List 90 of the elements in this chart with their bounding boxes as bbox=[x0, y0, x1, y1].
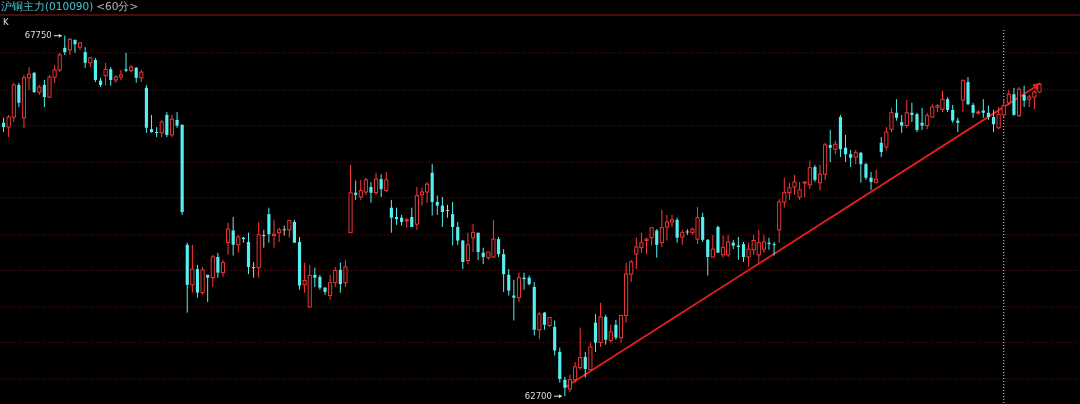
candlestick bbox=[869, 171, 873, 191]
candlestick bbox=[604, 314, 608, 346]
candlestick bbox=[73, 38, 77, 54]
candlestick bbox=[216, 252, 220, 279]
candlestick bbox=[828, 129, 832, 163]
candlestick bbox=[772, 241, 776, 257]
candlestick bbox=[206, 274, 210, 303]
candlestick bbox=[165, 111, 169, 138]
candlestick bbox=[451, 201, 455, 247]
candlestick bbox=[461, 239, 465, 270]
candlestick bbox=[267, 207, 271, 244]
candlestick bbox=[502, 248, 506, 293]
candlestick bbox=[231, 216, 235, 257]
candlestick bbox=[496, 236, 501, 258]
chart-title: 沪铜主力(010090) bbox=[1, 0, 94, 12]
candlestick bbox=[960, 78, 965, 113]
candlestick bbox=[389, 199, 393, 234]
candlestick bbox=[338, 262, 342, 294]
candlestick bbox=[655, 228, 659, 259]
candlestick bbox=[210, 254, 215, 288]
candlestick bbox=[169, 114, 174, 138]
candlestick bbox=[706, 238, 710, 277]
candlestick bbox=[384, 171, 389, 193]
candlestick bbox=[124, 52, 128, 73]
candlestick bbox=[966, 76, 970, 106]
candlestick bbox=[593, 313, 598, 353]
candlestick bbox=[282, 225, 287, 237]
candlestick bbox=[103, 62, 108, 87]
candlestick bbox=[109, 66, 113, 87]
candlestick bbox=[465, 232, 470, 265]
candlestick bbox=[313, 267, 317, 288]
candlestick bbox=[440, 196, 444, 228]
candlestick bbox=[991, 109, 996, 133]
candlestick bbox=[761, 234, 766, 254]
candlestick bbox=[701, 212, 705, 243]
annotation: 62700 bbox=[524, 391, 552, 402]
candlestick bbox=[516, 272, 521, 303]
candlestick bbox=[190, 244, 195, 294]
candlestick bbox=[675, 217, 679, 244]
candlestick bbox=[710, 234, 715, 259]
candlestick bbox=[1022, 85, 1026, 108]
candlestick bbox=[445, 204, 450, 219]
annotation: 67750 bbox=[24, 30, 52, 41]
candlestick bbox=[195, 264, 200, 299]
candlestick bbox=[614, 319, 618, 341]
candlestick bbox=[93, 57, 97, 83]
candlestick bbox=[343, 259, 348, 288]
candlestick bbox=[721, 235, 726, 259]
candlestick bbox=[507, 268, 511, 297]
candlestick bbox=[843, 134, 848, 163]
candlestick bbox=[884, 126, 889, 152]
candlestick bbox=[894, 98, 899, 122]
candlestick bbox=[374, 172, 379, 196]
candlestick bbox=[271, 219, 277, 249]
candlestick bbox=[553, 319, 557, 356]
candlestick bbox=[226, 222, 231, 256]
candlestick bbox=[470, 223, 476, 253]
candlestick bbox=[476, 232, 480, 261]
candlestick bbox=[859, 151, 863, 184]
candlestick bbox=[410, 207, 414, 228]
candlestick bbox=[261, 229, 266, 249]
candlestick bbox=[1012, 87, 1016, 117]
candlestick bbox=[588, 342, 593, 371]
candlestick bbox=[83, 46, 87, 69]
candlestick bbox=[583, 351, 587, 379]
annotation: K bbox=[3, 17, 9, 27]
candlestick bbox=[17, 82, 21, 108]
candlestick bbox=[741, 241, 746, 263]
candlestick bbox=[379, 173, 383, 198]
candlestick bbox=[328, 274, 333, 301]
candlestick bbox=[32, 71, 36, 94]
candlestick bbox=[323, 286, 327, 296]
candlestick bbox=[42, 79, 46, 108]
candlestick bbox=[563, 376, 567, 397]
chart-subtitle: <60分> bbox=[96, 0, 139, 12]
candlestick bbox=[155, 126, 159, 138]
candlestick bbox=[435, 195, 439, 216]
candlestick bbox=[175, 111, 179, 129]
candlestick bbox=[537, 311, 542, 340]
candlestick bbox=[904, 99, 909, 129]
candlestick bbox=[251, 261, 256, 279]
candlestick bbox=[456, 221, 460, 246]
candlestick bbox=[971, 102, 975, 119]
candlestick bbox=[369, 181, 373, 204]
candlestick bbox=[200, 266, 205, 296]
candlestick bbox=[118, 69, 123, 81]
candlestick bbox=[292, 219, 296, 244]
candlestick bbox=[277, 227, 282, 243]
candlestick bbox=[879, 136, 883, 158]
candlestick bbox=[889, 107, 894, 133]
